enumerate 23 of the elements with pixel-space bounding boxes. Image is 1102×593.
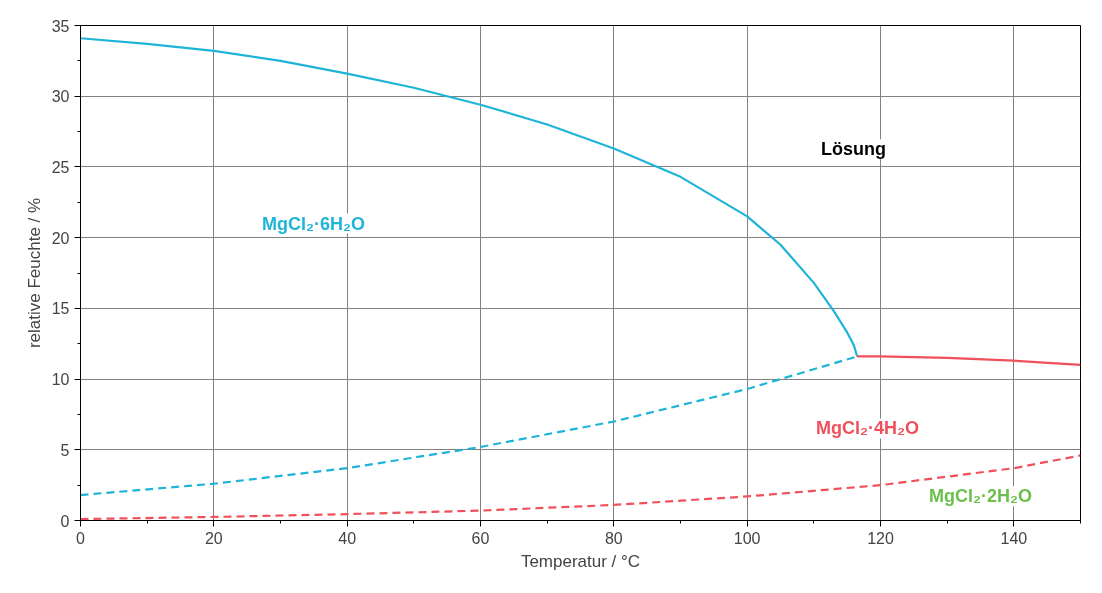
y-tick-label: 10: [51, 371, 70, 389]
annotation: MgCl₂·6H₂O: [262, 213, 365, 234]
y-axis-title: relative Feuchte / %: [24, 197, 44, 349]
annotation: Lösung: [821, 139, 887, 160]
x-axis-title: Temperatur / °C: [520, 551, 641, 571]
x-tick-label: 20: [204, 529, 223, 547]
x-tick-label: 140: [1000, 529, 1028, 547]
x-tick-label: 0: [76, 529, 86, 547]
y-tick-label: 35: [51, 17, 70, 35]
x-tick-label: 100: [733, 529, 761, 547]
line-series: [856, 355, 1081, 367]
y-tick-label: 20: [51, 229, 70, 247]
y-tick-label: 15: [51, 300, 70, 318]
y-tick-label: 5: [60, 441, 70, 459]
x-tick-label: 80: [604, 529, 623, 547]
x-tick-label: 40: [338, 529, 357, 547]
y-tick-label: 25: [51, 158, 70, 176]
y-tick-label: 0: [60, 512, 70, 530]
annotation: MgCl₂·4H₂O: [816, 418, 919, 439]
x-tick-label: 60: [471, 529, 490, 547]
annotation: MgCl₂·2H₂O: [929, 486, 1032, 507]
y-tick-label: 30: [51, 88, 70, 106]
x-tick-label: 120: [867, 529, 894, 547]
